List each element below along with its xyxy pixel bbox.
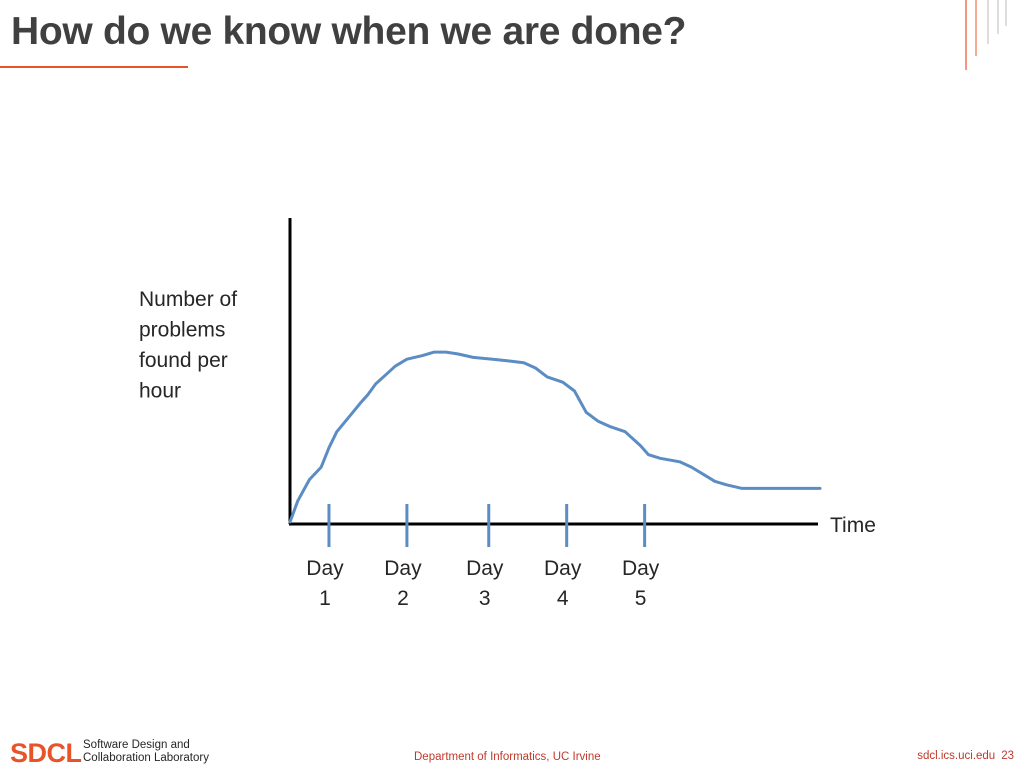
x-tick-label: Day 2: [384, 557, 422, 610]
x-tick-label-bottom: 3: [479, 587, 491, 610]
y-axis-label-line: found per: [139, 349, 228, 372]
x-tick-label-bottom: 1: [319, 587, 331, 610]
x-tick-label-bottom: 2: [397, 587, 409, 610]
lab-name-line1: Software Design and: [83, 739, 190, 751]
department-label: Department of Informatics, UC Irvine: [414, 751, 601, 763]
lab-name-line2: Collaboration Laboratory: [83, 751, 209, 764]
problems-curve: [288, 350, 822, 524]
x-tick-label-top: Day: [622, 557, 660, 580]
x-tick-label-top: Day: [544, 557, 582, 580]
x-tick-label-top: Day: [466, 557, 504, 580]
x-tick-label: Day 3: [466, 557, 504, 610]
lab-name: Software Design and Collaboration Labora…: [83, 739, 209, 764]
x-tick-label-top: Day: [384, 557, 422, 580]
x-axis-label: Time: [830, 514, 876, 537]
y-axis-label-line: hour: [139, 380, 181, 403]
y-axis-label-line: problems: [139, 319, 225, 342]
x-tick-label-bottom: 5: [635, 587, 647, 610]
corner-decoration: [965, 0, 1007, 70]
x-tick-label-bottom: 4: [557, 587, 569, 610]
x-tick-label-top: Day: [306, 557, 344, 580]
x-tick-label: Day 4: [544, 557, 582, 610]
y-axis-label: Number of problems found per hour: [139, 288, 237, 403]
x-tick-label: Day 1: [306, 557, 344, 610]
x-tick-label: Day 5: [622, 557, 660, 610]
footer-url: sdcl.ics.uci.edu 23: [917, 750, 1014, 762]
y-axis-label-line: Number of: [139, 288, 237, 311]
sdcl-logo: SDCL: [10, 738, 82, 768]
slide-title: How do we know when we are done?: [11, 10, 687, 53]
title-underline: [0, 66, 188, 68]
page-number: 23: [1001, 750, 1014, 762]
site-url: sdcl.ics.uci.edu: [917, 750, 996, 762]
